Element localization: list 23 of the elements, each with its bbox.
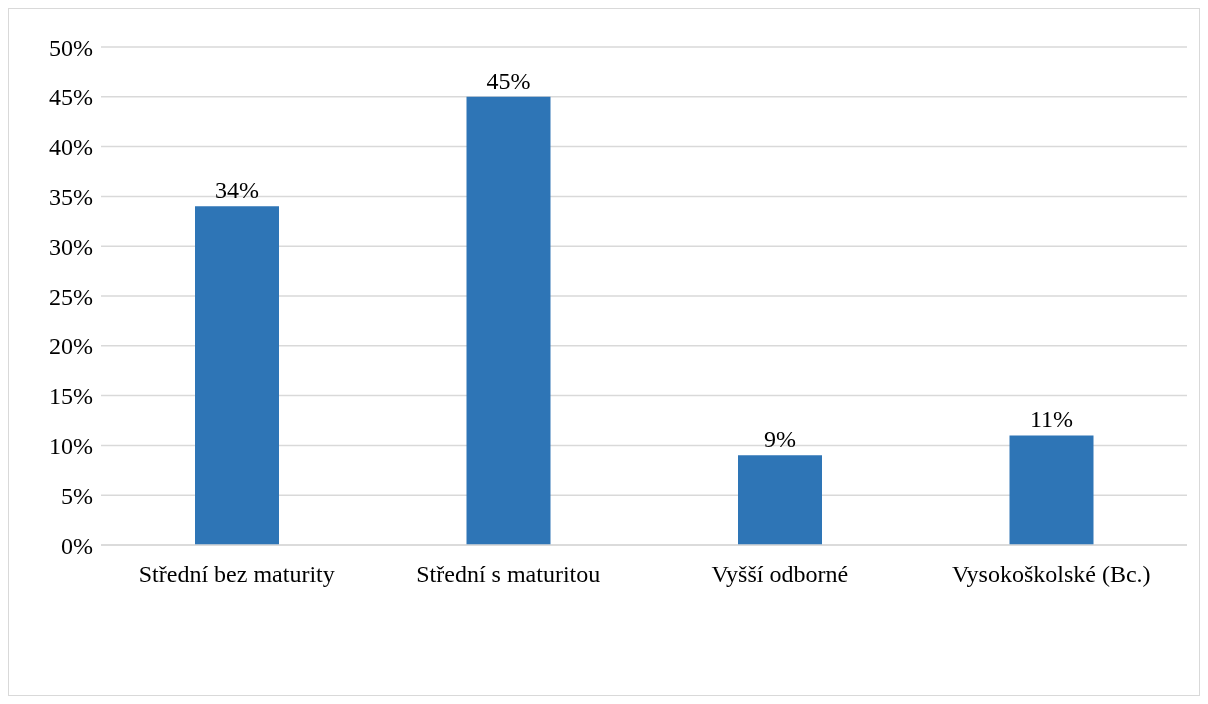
x-tick-label: Vysokoškolské (Bc.) (951, 561, 1151, 588)
y-tick-label: 45% (49, 84, 93, 111)
y-tick-label: 40% (49, 134, 93, 161)
bar (738, 455, 822, 545)
data-label: 11% (1029, 406, 1074, 433)
y-tick-label: 50% (49, 34, 93, 61)
y-tick-label: 30% (49, 233, 93, 260)
data-label: 9% (764, 426, 796, 453)
x-tick-label: Vyšší odborné (711, 561, 849, 588)
data-label: 34% (215, 177, 259, 204)
y-tick-label: 20% (49, 333, 93, 360)
y-tick-label: 10% (49, 432, 93, 459)
y-tick-label: 5% (61, 482, 93, 509)
bar (466, 96, 551, 545)
data-label: 45% (486, 67, 531, 94)
y-tick-label: 15% (49, 383, 93, 410)
y-tick-label: 0% (61, 532, 93, 559)
bar (195, 206, 279, 545)
x-tick-label: Střední s maturitou (416, 561, 601, 588)
bar (1009, 435, 1094, 545)
y-tick-label: 35% (49, 183, 93, 210)
y-tick-label: 25% (49, 283, 93, 310)
x-tick-label: Střední bez maturity (138, 561, 335, 588)
